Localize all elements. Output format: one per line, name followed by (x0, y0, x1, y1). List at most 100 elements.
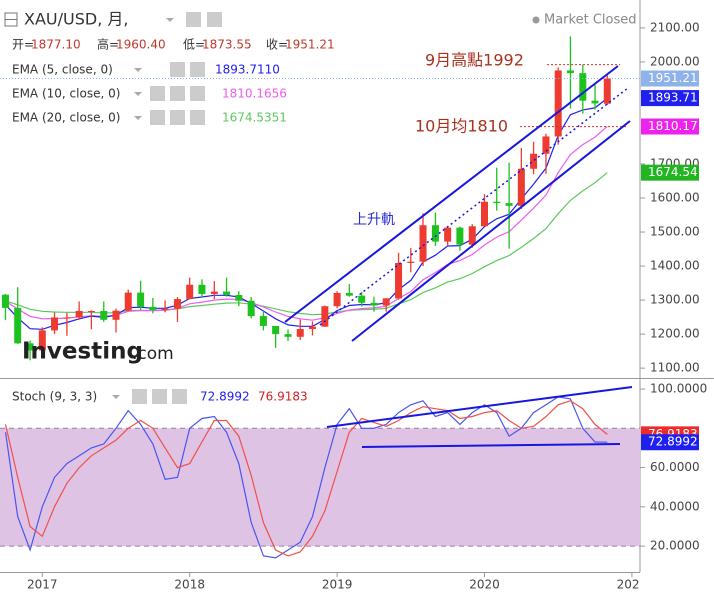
market-status: Market Closed (544, 13, 637, 28)
price-tag-label: 1810.17 (648, 119, 698, 133)
annotation: 9月高點1992 (425, 51, 524, 70)
candle-body (321, 306, 329, 327)
x-tick-label: 2021 (617, 578, 648, 592)
ohlc-value: 1951.21 (285, 38, 335, 52)
watermark-suffix: .com (132, 344, 174, 364)
y-tick-label: 20.0000 (650, 539, 700, 553)
dropdown[interactable] (166, 18, 174, 22)
candle-body (247, 300, 255, 317)
candle-body (395, 263, 403, 299)
price-tag (641, 164, 699, 181)
indicator-value: 1893.7110 (215, 63, 280, 77)
candle-body (124, 292, 132, 311)
candle-body (173, 299, 181, 309)
y-tick-label: 1300.00 (650, 293, 700, 307)
eye-icon[interactable] (132, 389, 147, 404)
candle-body (505, 203, 513, 206)
price-tag-label: 1951.21 (648, 71, 698, 85)
marks: 1100.00 1200.00 1300.00 1400.00 1500.00 1600.… (0, 20, 707, 559)
x-tick-label: 2020 (469, 578, 500, 592)
ohlc-label: 收= (266, 38, 288, 52)
ohlc-label: 开= (12, 38, 34, 52)
candle-body (284, 334, 292, 337)
y-tick-label: 1600.00 (650, 191, 700, 205)
trend-lines (284, 65, 633, 448)
candle-body (517, 168, 525, 206)
candle-body (530, 153, 538, 169)
candle-body (14, 307, 22, 344)
annotation: 上升軌 (353, 212, 395, 228)
dropdown[interactable] (134, 116, 142, 120)
candle-body (112, 310, 120, 320)
candle-body (431, 225, 439, 242)
y-tick-label: 2100.00 (650, 20, 700, 34)
panel-backgrounds (0, 427, 640, 547)
candle-body (542, 136, 550, 154)
candle-body (186, 284, 194, 300)
price-tag (641, 434, 699, 451)
candle-body (444, 227, 452, 242)
candle-body (579, 73, 587, 101)
candle-body (198, 284, 206, 294)
icon[interactable] (190, 62, 205, 77)
dropdown[interactable] (112, 395, 120, 399)
indicator-value: 1674.5351 (222, 111, 287, 125)
icon[interactable] (190, 86, 205, 101)
eye-icon[interactable] (186, 12, 201, 27)
ohlc-label: 低= (183, 38, 205, 52)
indicator-name: EMA (5, close, 0) (12, 63, 113, 77)
symbol-title: XAU/USD, 月, (24, 10, 128, 29)
y-tick-label: 40.0000 (650, 499, 700, 513)
ohlc-label: 高= (97, 37, 119, 52)
annotation: 10月均1810 (415, 117, 508, 136)
candle-body (137, 292, 145, 307)
watermark: Investing (22, 339, 143, 365)
gear-icon[interactable] (152, 389, 167, 404)
dropdown[interactable] (134, 92, 142, 96)
candle-body (333, 292, 341, 307)
icon[interactable] (150, 110, 165, 125)
candle-body (51, 317, 59, 331)
indicator-name: EMA (20, close, 0) (12, 111, 120, 125)
ohlc-value: 1877.10 (31, 38, 81, 52)
candle-body (38, 330, 46, 351)
icon[interactable] (170, 110, 185, 125)
y-tick-label: 100.0000 (650, 382, 707, 396)
candle-body (493, 201, 501, 204)
candle-body (87, 310, 95, 312)
upper-channel (284, 65, 619, 323)
candle-body (419, 225, 427, 262)
candle-body (480, 201, 488, 227)
candle-body (210, 291, 218, 294)
y-tick-label: 60.0000 (650, 460, 700, 474)
dropdown[interactable] (134, 68, 142, 72)
y-tick-label: 1400.00 (650, 259, 700, 273)
y-tick-label: 1200.00 (650, 327, 700, 341)
gear-icon[interactable] (207, 12, 222, 27)
price-tag-label: 1893.71 (648, 91, 698, 105)
candle-body (296, 329, 304, 337)
candle-body (456, 227, 464, 245)
candle-body (223, 291, 231, 295)
y-tick-label: 1500.00 (650, 225, 700, 239)
candle-body (407, 261, 415, 264)
ohlc-value: 1960.40 (116, 38, 166, 52)
icon[interactable] (170, 86, 185, 101)
candle-body (591, 100, 599, 104)
icon[interactable] (190, 110, 205, 125)
candle-body (566, 70, 574, 74)
ohlc-value: 1873.55 (202, 38, 252, 52)
lower-channel (351, 120, 631, 342)
indicator-name: EMA (10, close, 0) (12, 87, 120, 101)
candle-body (1, 294, 9, 308)
status-dot (532, 16, 540, 24)
price-tag-label: 72.8992 (648, 435, 698, 449)
stoch-k-value: 72.8992 (200, 390, 250, 404)
close-icon[interactable] (172, 389, 187, 404)
icon[interactable] (170, 62, 185, 77)
icon[interactable] (150, 86, 165, 101)
candle-body (100, 310, 108, 320)
y-tick-label: 1100.00 (650, 361, 700, 375)
price-tag-label: 1674.54 (648, 165, 698, 179)
candle-body (259, 316, 267, 326)
